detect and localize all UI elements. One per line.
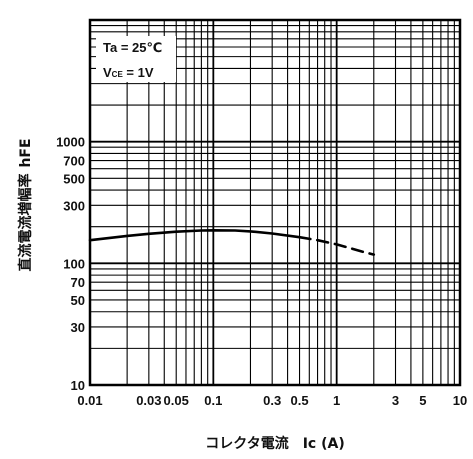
x-tick-label: 0.01	[77, 393, 102, 408]
y-tick-label: 50	[71, 293, 85, 308]
x-tick-label: 1	[333, 393, 340, 408]
grid-lines	[90, 20, 460, 385]
condition-vce-prefix: V	[103, 65, 112, 80]
condition-ta: Ta = 25℃	[103, 40, 162, 55]
y-tick-label: 500	[63, 171, 85, 186]
x-tick-label: 5	[419, 393, 426, 408]
y-tick-label: 70	[71, 275, 85, 290]
x-tick-label: 0.1	[204, 393, 222, 408]
tick-labels: 0.01 0.03 0.05 0.1 0.3 0.5 1 3 5 10 10 30 50 70 100 300…	[56, 135, 467, 408]
x-tick-label: 10	[453, 393, 467, 408]
y-tick-label: 10	[71, 378, 85, 393]
x-tick-label: 0.03	[136, 393, 161, 408]
y-axis-label: 直流電流増幅率 hFE	[17, 138, 34, 271]
condition-vce-subscript: CE	[112, 70, 124, 79]
y-tick-label: 30	[71, 320, 85, 335]
hfe-curve-solid	[88, 229, 301, 242]
x-tick-label: 0.5	[291, 393, 309, 408]
y-tick-label: 100	[63, 256, 85, 271]
conditions-background	[96, 36, 176, 82]
y-tick-label: 1000	[56, 135, 85, 150]
data-series	[88, 229, 376, 256]
x-tick-label: 3	[392, 393, 399, 408]
y-tick-label: 700	[63, 154, 85, 169]
condition-vce-suffix: = 1V	[123, 65, 154, 80]
y-tick-label: 300	[63, 198, 85, 213]
x-tick-label: 0.05	[164, 393, 189, 408]
hfe-curve-dashed	[298, 235, 376, 256]
conditions-box: Ta = 25℃ VCE = 1V	[96, 36, 176, 82]
y-axis-label-main: 直流電流増幅率	[17, 174, 34, 272]
x-tick-label: 0.3	[263, 393, 281, 408]
y-axis-label-symbol: hFE	[18, 138, 34, 167]
x-axis-label: コレクタ電流 Ic (A)	[205, 435, 344, 452]
plot-frame	[88, 18, 462, 387]
condition-vce: VCE = 1V	[103, 65, 154, 80]
